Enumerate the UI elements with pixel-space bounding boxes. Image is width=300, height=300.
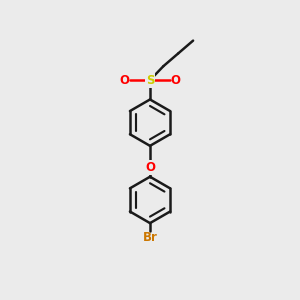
Text: O: O: [119, 74, 129, 87]
Text: Br: Br: [142, 232, 158, 244]
Text: S: S: [146, 74, 154, 87]
Text: O: O: [145, 161, 155, 174]
Text: O: O: [171, 74, 181, 87]
